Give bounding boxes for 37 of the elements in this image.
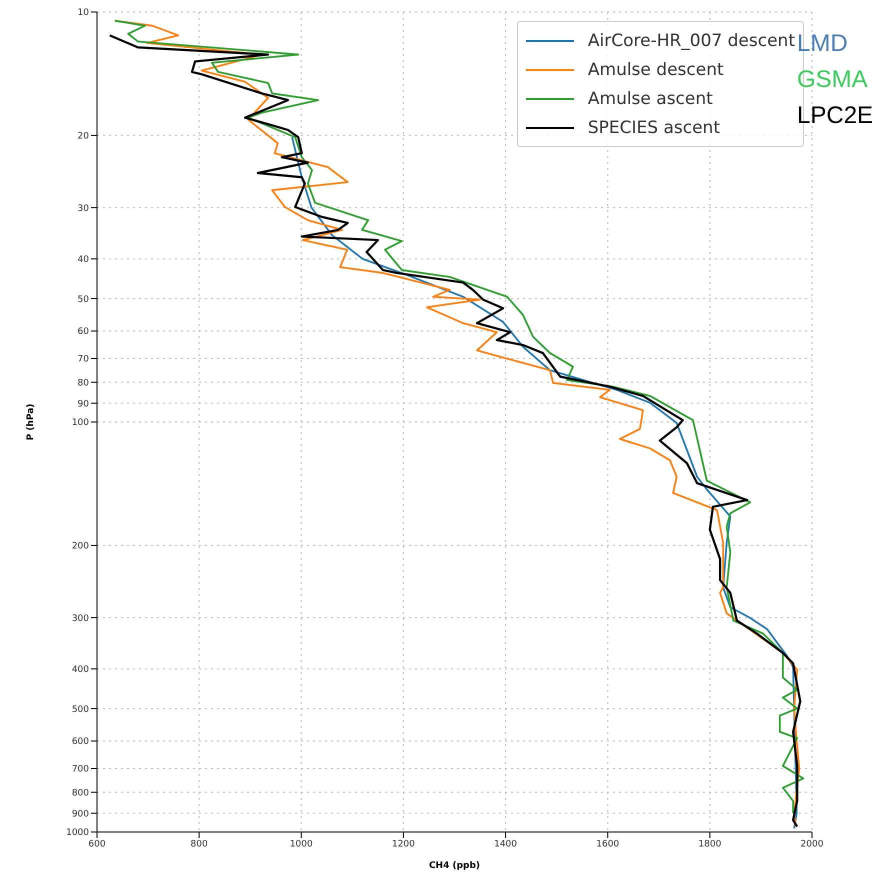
line-series [291, 136, 798, 830]
y-tick-label: 900 [72, 809, 90, 820]
legend-label: Amulse ascent [588, 88, 713, 108]
y-tick-label: 700 [72, 764, 90, 775]
legend-label: SPECIES ascent [588, 118, 720, 138]
y-tick-label: 100 [72, 418, 90, 428]
x-tick-label: 1600 [596, 839, 620, 850]
y-tick-label: 40 [78, 255, 90, 266]
y-tick-label: 50 [78, 294, 90, 305]
y-tick-label: 200 [72, 542, 90, 552]
y-tick-label: 10 [78, 8, 90, 18]
legend-label: Amulse descent [588, 60, 724, 80]
annotation: LMD [797, 30, 848, 58]
y-tick-label: 20 [78, 132, 90, 142]
annotation: GSMA [797, 66, 868, 94]
y-tick-label: 400 [72, 665, 90, 676]
annotation: LPC2E [797, 102, 874, 130]
y-tick-label: 70 [78, 354, 90, 365]
y-tick-label: 500 [72, 704, 90, 715]
x-tick-label: 600 [88, 839, 106, 850]
x-axis-title: CH4 (ppb) [428, 861, 480, 871]
y-tick-label: 300 [72, 614, 90, 624]
x-tick-label: 1000 [290, 839, 314, 850]
x-tick-label: 2000 [800, 839, 824, 850]
y-tick-label: 60 [78, 327, 90, 338]
y-tick-label: 600 [72, 737, 90, 748]
y-tick-label: 80 [78, 378, 90, 388]
x-tick-label: 1200 [392, 839, 416, 850]
y-tick-label: 90 [78, 399, 90, 410]
x-tick-label: 800 [190, 839, 208, 850]
x-tick-label: 1400 [494, 839, 518, 850]
y-tick-label: 30 [78, 204, 90, 214]
y-tick-label: 800 [72, 788, 90, 798]
legend-label: AirCore-HR_007 descent [588, 30, 795, 50]
x-tick-label: 1800 [698, 839, 722, 850]
y-tick-label: 1000 [66, 828, 90, 838]
y-axis-title: P (hPa) [26, 404, 36, 440]
